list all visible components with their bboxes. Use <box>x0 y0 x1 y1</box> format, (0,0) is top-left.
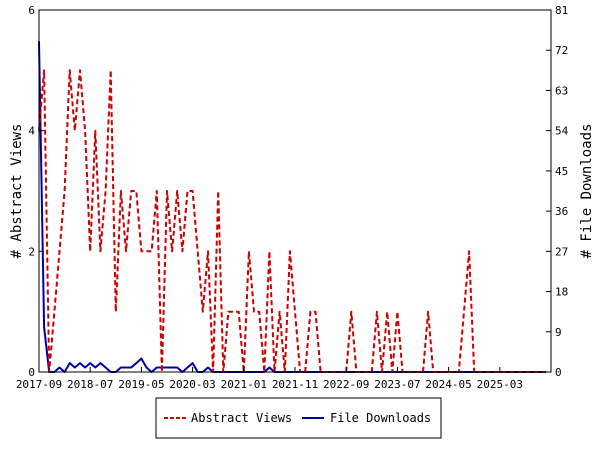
y-right-tick-label: 9 <box>555 326 562 339</box>
x-tick-label: 2025-03 <box>477 378 523 391</box>
y-axis-left-title: # Abstract Views <box>9 124 25 259</box>
series-abstract-views-line <box>38 69 546 373</box>
y-right-tick-label: 27 <box>555 245 568 258</box>
legend-box <box>155 397 442 439</box>
y-left-tick-label: 6 <box>28 4 35 17</box>
y-right-tick-label: 18 <box>555 286 568 299</box>
legend: Abstract Views File Downloads <box>155 397 442 439</box>
x-tick-label: 2021-11 <box>272 378 318 391</box>
y-axis-right-title: # File Downloads <box>579 124 595 259</box>
y-left-tick-label: 4 <box>28 125 35 138</box>
y-left-tick-label: 2 <box>28 245 35 258</box>
x-tick-label: 2020-03 <box>169 378 215 391</box>
x-tick-label: 2017-09 <box>16 378 62 391</box>
y-right-tick-label: 72 <box>555 44 568 57</box>
legend-label-abstract-views: Abstract Views <box>191 411 292 425</box>
x-tick-label: 2023-07 <box>374 378 420 391</box>
y-right-tick-label: 54 <box>555 125 569 138</box>
y-right-tick-label: 36 <box>555 205 568 218</box>
y-right-tick-label: 45 <box>555 165 568 178</box>
y-right-tick-label: 0 <box>555 366 562 379</box>
series-file-downloads-line <box>38 41 546 373</box>
x-tick-label: 2019-05 <box>118 378 164 391</box>
x-tick-label: 2024-05 <box>425 378 471 391</box>
ticks <box>38 9 551 373</box>
x-tick-label: 2022-09 <box>323 378 369 391</box>
tick-labels: 0 2 4 6 0 9 18 27 36 45 54 63 72 81 2017-09 2018-07 2019… <box>16 4 569 391</box>
x-tick-label: 2018-07 <box>67 378 113 391</box>
y-right-tick-label: 81 <box>555 4 568 17</box>
legend-label-file-downloads: File Downloads <box>330 411 431 425</box>
plot-lines <box>38 41 546 373</box>
y-right-tick-label: 63 <box>555 84 568 97</box>
y-left-tick-label: 0 <box>28 366 35 379</box>
x-tick-label: 2021-01 <box>221 378 267 391</box>
